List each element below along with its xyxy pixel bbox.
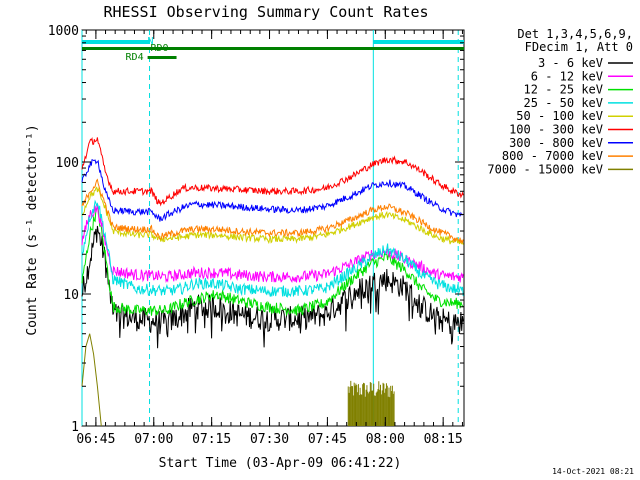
x-tick-label: 08:00 — [366, 432, 405, 447]
y-axis: 1 10 100 1000 — [48, 24, 464, 435]
x-axis: 06:45 07:00 07:15 07:30 07:45 08:00 08:15 — [76, 30, 463, 447]
series-line — [81, 178, 464, 244]
legend-header-1: Det 1,3,4,5,6,9, — [517, 27, 633, 41]
legend-entry-label: 800 - 7000 keV — [502, 149, 603, 163]
legend-entry-label: 300 - 800 keV — [509, 136, 603, 150]
plot-frame — [81, 29, 465, 427]
flag-label-n: N — [148, 36, 154, 47]
legend-entry-label: 50 - 100 keV — [516, 109, 603, 123]
series-line — [81, 199, 464, 298]
x-tick-label: 08:15 — [424, 432, 463, 447]
timestamp: 14-Oct-2021 08:21 — [552, 467, 634, 476]
x-tick-label: 07:30 — [250, 432, 289, 447]
legend: Det 1,3,4,5,6,9, FDecim 1, Att 0 3 - 6 k… — [487, 27, 633, 176]
series-line — [81, 203, 464, 317]
x-tick-label: 07:00 — [134, 432, 173, 447]
flag-bar-rd0 — [82, 47, 464, 50]
x-axis-label: Start Time (03-Apr-09 06:41:22) — [159, 456, 402, 471]
x-tick-label: 07:15 — [192, 432, 231, 447]
flag-bar-rd4 — [147, 56, 177, 59]
y-axis-label: Count Rate (s⁻¹ detector⁻¹) — [25, 124, 40, 335]
legend-entry-label: 25 - 50 keV — [524, 96, 603, 110]
y-tick-label: 10 — [63, 288, 79, 303]
flag-bar-n — [373, 40, 464, 44]
x-tick-label: 06:45 — [76, 432, 115, 447]
series-group — [81, 137, 464, 427]
series-line — [81, 333, 102, 427]
x-tick-label: 07:45 — [308, 432, 347, 447]
flag-bar-n — [82, 40, 150, 44]
y-tick-label: 100 — [56, 156, 79, 171]
series-line — [81, 137, 464, 207]
legend-entry-label: 6 - 12 keV — [531, 69, 603, 83]
legend-entry-label: 100 - 300 keV — [509, 123, 603, 137]
legend-entry-label: 7000 - 15000 keV — [487, 162, 603, 176]
y-tick-label: 1000 — [48, 24, 79, 39]
y-tick-label: 1 — [71, 420, 79, 435]
series-line — [81, 186, 464, 245]
legend-header-2: FDecim 1, Att 0 — [525, 40, 633, 54]
legend-entry-label: 3 - 6 keV — [538, 56, 603, 70]
series-line — [81, 159, 464, 222]
legend-entry-label: 12 - 25 keV — [524, 83, 603, 97]
chart-title: RHESSI Observing Summary Count Rates — [103, 3, 428, 21]
mode-lines — [81, 30, 459, 426]
flag-label-rd4: RD4 — [126, 52, 144, 63]
series-burst — [347, 380, 395, 426]
flag-label-rd0: RD0 — [151, 43, 169, 54]
